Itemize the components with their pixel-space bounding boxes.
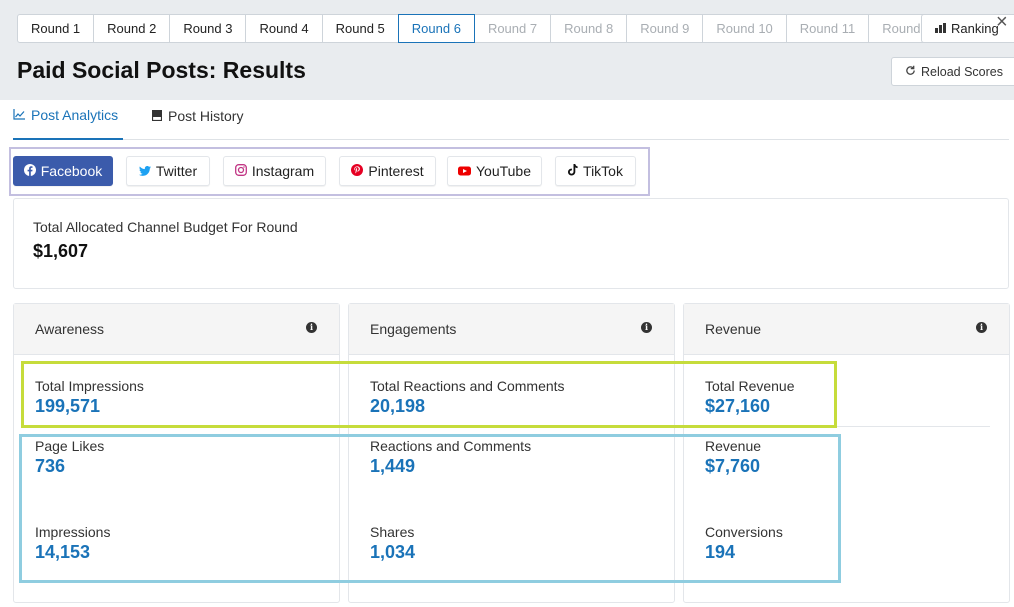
info-icon[interactable]: i: [976, 322, 987, 333]
revenue-card-header: Revenue i: [684, 304, 1009, 355]
reload-scores-label: Reload Scores: [921, 64, 1003, 79]
info-icon[interactable]: i: [641, 322, 652, 333]
tab-post-history[interactable]: Post History: [151, 100, 244, 140]
awareness-title: Awareness: [35, 321, 105, 337]
round-11-button: Round 11: [785, 14, 870, 43]
round-10-button: Round 10: [702, 14, 787, 43]
round-2-button[interactable]: Round 2: [93, 14, 171, 43]
awareness-card-header: Awareness i: [14, 304, 339, 355]
divider: [370, 426, 655, 427]
metric-value: 194: [705, 542, 736, 562]
revenue-title: Revenue: [705, 321, 762, 337]
budget-card: Total Allocated Channel Budget For Round…: [13, 198, 1009, 289]
budget-label: Total Allocated Channel Budget For Round: [33, 219, 298, 235]
metric-label: Impressions: [35, 524, 111, 540]
tab-post-analytics[interactable]: Post Analytics: [13, 100, 123, 140]
metric-label: Total Reactions and Comments: [370, 378, 565, 394]
twitter-icon: [138, 163, 151, 179]
engagements-card: Engagements i Total Reactions and Commen…: [348, 303, 675, 603]
round-8-button: Round 8: [550, 14, 628, 43]
channel-tiktok-label: TikTok: [583, 163, 623, 179]
reactions-metric: Reactions and Comments 1,449: [370, 438, 531, 477]
results-tabs: Post Analytics Post History: [13, 100, 1009, 140]
metric-label: Revenue: [705, 438, 762, 454]
engagements-title: Engagements: [370, 321, 457, 337]
metric-label: Conversions: [705, 524, 783, 540]
conversions-metric: Conversions 194: [705, 524, 783, 563]
reload-scores-button[interactable]: Reload Scores: [891, 57, 1014, 86]
metric-value: 1,449: [370, 456, 416, 476]
bar-chart-icon: [935, 15, 946, 42]
facebook-icon: [23, 163, 36, 179]
metric-value: 736: [35, 456, 66, 476]
channel-twitter-button[interactable]: Twitter: [126, 156, 210, 186]
ranking-button[interactable]: Ranking: [921, 14, 1014, 43]
impressions-metric: Impressions 14,153: [35, 524, 110, 563]
metric-label: Total Impressions: [35, 378, 144, 394]
ranking-label: Ranking: [951, 21, 999, 36]
channel-pinterest-label: Pinterest: [368, 163, 424, 179]
metric-value: 1,034: [370, 542, 416, 562]
metric-value: 14,153: [35, 542, 91, 562]
close-icon[interactable]: ×: [996, 11, 1008, 33]
divider: [35, 426, 320, 427]
refresh-icon: [905, 65, 916, 79]
metric-label: Page Likes: [35, 438, 105, 454]
metric-label: Reactions and Comments: [370, 438, 532, 454]
round-7-button: Round 7: [473, 14, 552, 43]
round-5-button[interactable]: Round 5: [321, 14, 399, 43]
channel-instagram-label: Instagram: [251, 163, 315, 179]
metric-value: $7,760: [705, 456, 761, 476]
revenue-card: Revenue i Total Revenue $27,160 Revenue …: [683, 303, 1010, 603]
book-icon: [151, 100, 163, 132]
channel-pinterest-button[interactable]: Pinterest: [339, 156, 436, 186]
youtube-icon: [457, 163, 471, 179]
instagram-icon: [234, 163, 247, 179]
page-likes-metric: Page Likes 736: [35, 438, 104, 477]
total-reactions-metric: Total Reactions and Comments 20,198: [370, 378, 565, 417]
pinterest-icon: [351, 163, 364, 179]
engagements-card-header: Engagements i: [349, 304, 674, 355]
channel-twitter-label: Twitter: [155, 163, 198, 179]
channel-selector: Facebook Twitter Instagram Pinterest You…: [9, 147, 650, 196]
tab-post-analytics-label: Post Analytics: [31, 107, 119, 123]
shares-metric: Shares 1,034: [370, 524, 415, 563]
channel-tiktok-button[interactable]: TikTok: [555, 156, 636, 186]
tiktok-icon: [568, 163, 578, 179]
divider: [705, 426, 990, 427]
metric-label: Total Revenue: [705, 378, 795, 394]
top-bar: Round 1 Round 2 Round 3 Round 4 Round 5 …: [0, 0, 1014, 100]
total-revenue-metric: Total Revenue $27,160: [705, 378, 795, 417]
channel-youtube-button[interactable]: YouTube: [447, 156, 542, 186]
revenue-metric: Revenue $7,760: [705, 438, 761, 477]
page-title: Paid Social Posts: Results: [17, 57, 306, 83]
round-3-button[interactable]: Round 3: [169, 14, 247, 43]
round-6-button[interactable]: Round 6: [397, 14, 475, 43]
info-icon[interactable]: i: [306, 322, 317, 333]
total-impressions-metric: Total Impressions 199,571: [35, 378, 144, 417]
budget-value: $1,607: [33, 241, 89, 261]
metric-value: 20,198: [370, 396, 426, 416]
round-1-button[interactable]: Round 1: [17, 14, 95, 43]
channel-youtube-label: YouTube: [475, 163, 531, 179]
metric-value: 199,571: [35, 396, 101, 416]
metric-value: $27,160: [705, 396, 771, 416]
round-4-button[interactable]: Round 4: [245, 14, 323, 43]
awareness-card: Awareness i Total Impressions 199,571 Pa…: [13, 303, 340, 603]
round-9-button: Round 9: [626, 14, 704, 43]
channel-facebook-button[interactable]: Facebook: [13, 156, 113, 186]
channel-facebook-label: Facebook: [40, 163, 103, 179]
round-selector: Round 1 Round 2 Round 3 Round 4 Round 5 …: [17, 14, 953, 43]
line-chart-icon: [13, 99, 25, 131]
channel-instagram-button[interactable]: Instagram: [223, 156, 326, 186]
tab-post-history-label: Post History: [168, 108, 244, 124]
metric-label: Shares: [370, 524, 415, 540]
